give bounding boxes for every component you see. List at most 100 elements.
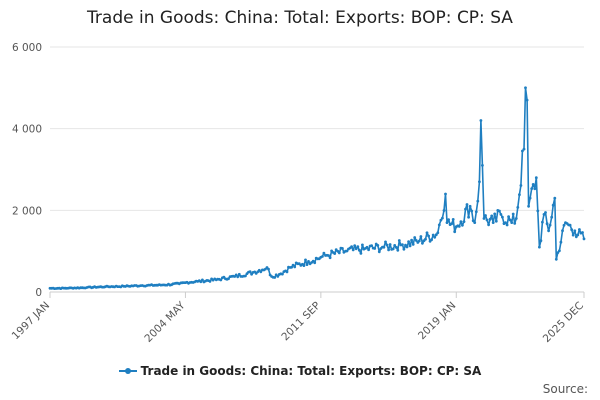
data-point[interactable] [259,270,263,274]
data-point[interactable] [290,265,293,269]
data-point[interactable] [482,217,486,220]
data-point[interactable] [531,183,535,186]
data-point[interactable] [442,209,446,212]
data-point[interactable] [505,223,509,227]
data-point[interactable] [385,243,389,247]
data-point[interactable] [425,231,429,235]
data-point[interactable] [414,239,418,242]
data-point[interactable] [361,243,364,247]
data-point[interactable] [313,261,317,265]
data-point[interactable] [525,98,529,102]
data-point[interactable] [431,233,435,237]
data-point[interactable] [201,278,204,282]
data-point[interactable] [542,213,546,216]
data-point[interactable] [581,231,584,234]
data-point[interactable] [388,243,392,246]
data-point[interactable] [513,222,517,225]
data-point[interactable] [208,280,212,283]
data-point[interactable] [528,196,532,200]
data-point[interactable] [501,215,504,219]
data-point[interactable] [548,223,552,227]
data-point[interactable] [536,209,540,213]
data-point[interactable] [267,267,270,271]
data-point[interactable] [453,230,457,234]
data-point[interactable] [302,264,306,267]
legend-item[interactable]: Trade in Goods: China: Total: Exports: B… [118,364,481,378]
data-point[interactable] [345,249,349,253]
data-point[interactable] [521,149,524,153]
data-point[interactable] [524,86,527,90]
data-point[interactable] [365,245,369,249]
data-point[interactable] [199,280,203,284]
data-point[interactable] [357,248,361,252]
data-point[interactable] [504,221,507,225]
data-point[interactable] [541,220,544,224]
data-point[interactable] [354,247,358,251]
data-point[interactable] [433,235,437,239]
data-point[interactable] [538,245,541,249]
data-point[interactable] [359,252,363,255]
data-point[interactable] [351,248,355,252]
data-point[interactable] [488,217,492,221]
data-point[interactable] [465,203,469,206]
data-point[interactable] [353,244,357,248]
data-point[interactable] [341,247,344,250]
data-point[interactable] [498,209,501,213]
data-point[interactable] [237,272,241,276]
data-point[interactable] [554,257,558,261]
data-point[interactable] [437,223,441,227]
data-point[interactable] [430,238,433,242]
data-point[interactable] [511,212,515,216]
data-point[interactable] [470,209,474,213]
data-point[interactable] [450,222,454,226]
data-point[interactable] [424,237,427,241]
data-point[interactable] [227,277,230,281]
data-point[interactable] [568,223,572,227]
data-point[interactable] [493,212,497,216]
data-point[interactable] [494,219,498,223]
legend[interactable]: Trade in Goods: China: Total: Exports: B… [0,364,600,379]
data-point[interactable] [393,244,397,247]
data-point[interactable] [474,210,478,214]
data-point[interactable] [467,215,470,219]
data-point[interactable] [544,211,547,214]
data-point[interactable] [491,221,495,225]
data-point[interactable] [367,248,370,252]
data-point[interactable] [481,164,484,167]
data-point[interactable] [462,220,466,224]
data-point[interactable] [244,274,247,278]
data-point[interactable] [457,225,461,228]
data-point[interactable] [234,273,238,277]
data-point[interactable] [553,196,557,200]
data-point[interactable] [304,258,307,262]
data-point[interactable] [376,244,380,247]
data-point[interactable] [421,241,424,245]
data-point[interactable] [468,204,472,208]
data-point[interactable] [322,251,326,255]
data-point[interactable] [508,218,512,222]
data-point[interactable] [373,247,377,250]
data-point[interactable] [516,206,520,209]
data-point[interactable] [550,215,554,219]
data-point[interactable] [445,221,449,225]
data-point[interactable] [419,235,423,238]
data-point[interactable] [518,193,521,197]
data-point[interactable] [562,223,566,227]
data-point[interactable] [499,213,503,216]
data-point[interactable] [447,218,450,222]
data-point[interactable] [533,187,537,191]
data-point[interactable] [408,244,412,248]
data-point[interactable] [248,270,252,274]
data-point[interactable] [461,223,464,227]
data-point[interactable] [459,220,463,224]
data-point[interactable] [519,184,523,187]
data-point[interactable] [551,203,555,207]
data-point[interactable] [547,229,550,233]
data-point[interactable] [291,263,295,267]
data-point[interactable] [527,204,530,208]
data-point[interactable] [507,215,510,219]
data-point[interactable] [556,251,560,255]
data-point[interactable] [559,240,563,244]
data-point[interactable] [436,231,440,235]
data-point[interactable] [413,236,417,239]
